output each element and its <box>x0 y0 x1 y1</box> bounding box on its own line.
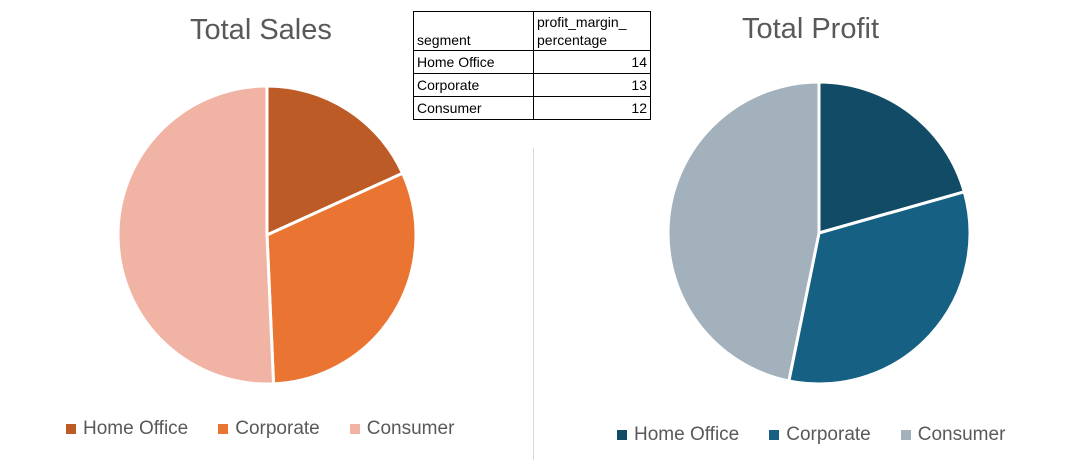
pie-slice-consumer <box>116 84 276 386</box>
table-header-line-2: percentage <box>537 32 608 48</box>
pie-slice-consumer <box>666 80 821 383</box>
table-header-segment: segment <box>413 11 534 51</box>
legend-label: Corporate <box>786 424 871 445</box>
legend-item: Corporate <box>769 424 871 446</box>
legend-item: Consumer <box>900 424 1006 446</box>
profit-chart-title: Total Profit <box>742 13 879 45</box>
legend-item: Corporate <box>218 418 320 440</box>
legend-label: Consumer <box>366 418 455 439</box>
legend-swatch <box>769 430 780 440</box>
legend-swatch <box>349 424 360 434</box>
table-cell-value: 14 <box>533 50 651 74</box>
table-cell-value: 12 <box>533 96 651 120</box>
legend-label: Home Office <box>83 418 189 439</box>
sales-chart-title: Total Sales <box>190 14 332 46</box>
legend-swatch <box>66 424 76 434</box>
table-row: Consumer 12 <box>413 96 651 120</box>
table-cell-segment: Consumer <box>413 96 534 120</box>
legend-swatch <box>900 430 911 440</box>
table-header-profit-margin: profit_margin_ percentage <box>533 11 651 51</box>
legend-item: Home Office <box>66 418 188 440</box>
legend-item: Home Office <box>617 424 739 446</box>
legend-label: Consumer <box>917 424 1006 445</box>
profit-legend: Home Office Corporate Consumer <box>617 424 1005 446</box>
table-header-line-1: profit_margin_ <box>537 14 627 30</box>
pie-slice-corporate <box>787 190 972 386</box>
legend-swatch <box>617 430 627 440</box>
legend-label: Corporate <box>235 418 320 439</box>
table-header-row: segment profit_margin_ percentage <box>413 11 651 51</box>
pie-slice-corporate <box>265 171 418 386</box>
legend-swatch <box>218 424 229 434</box>
table-cell-segment: Corporate <box>413 73 534 97</box>
profit-margin-table: segment profit_margin_ percentage Home O… <box>413 11 651 120</box>
pie-slice-home-office <box>817 80 966 235</box>
table-row: Corporate 13 <box>413 73 651 97</box>
chart-divider <box>533 148 534 460</box>
pie-slice-home-office <box>265 84 405 237</box>
sales-legend: Home Office Corporate Consumer <box>66 418 454 440</box>
legend-label: Home Office <box>634 424 740 445</box>
table-cell-segment: Home Office <box>413 50 534 74</box>
table-row: Home Office 14 <box>413 50 651 74</box>
table-cell-value: 13 <box>533 73 651 97</box>
legend-item: Consumer <box>349 418 455 440</box>
